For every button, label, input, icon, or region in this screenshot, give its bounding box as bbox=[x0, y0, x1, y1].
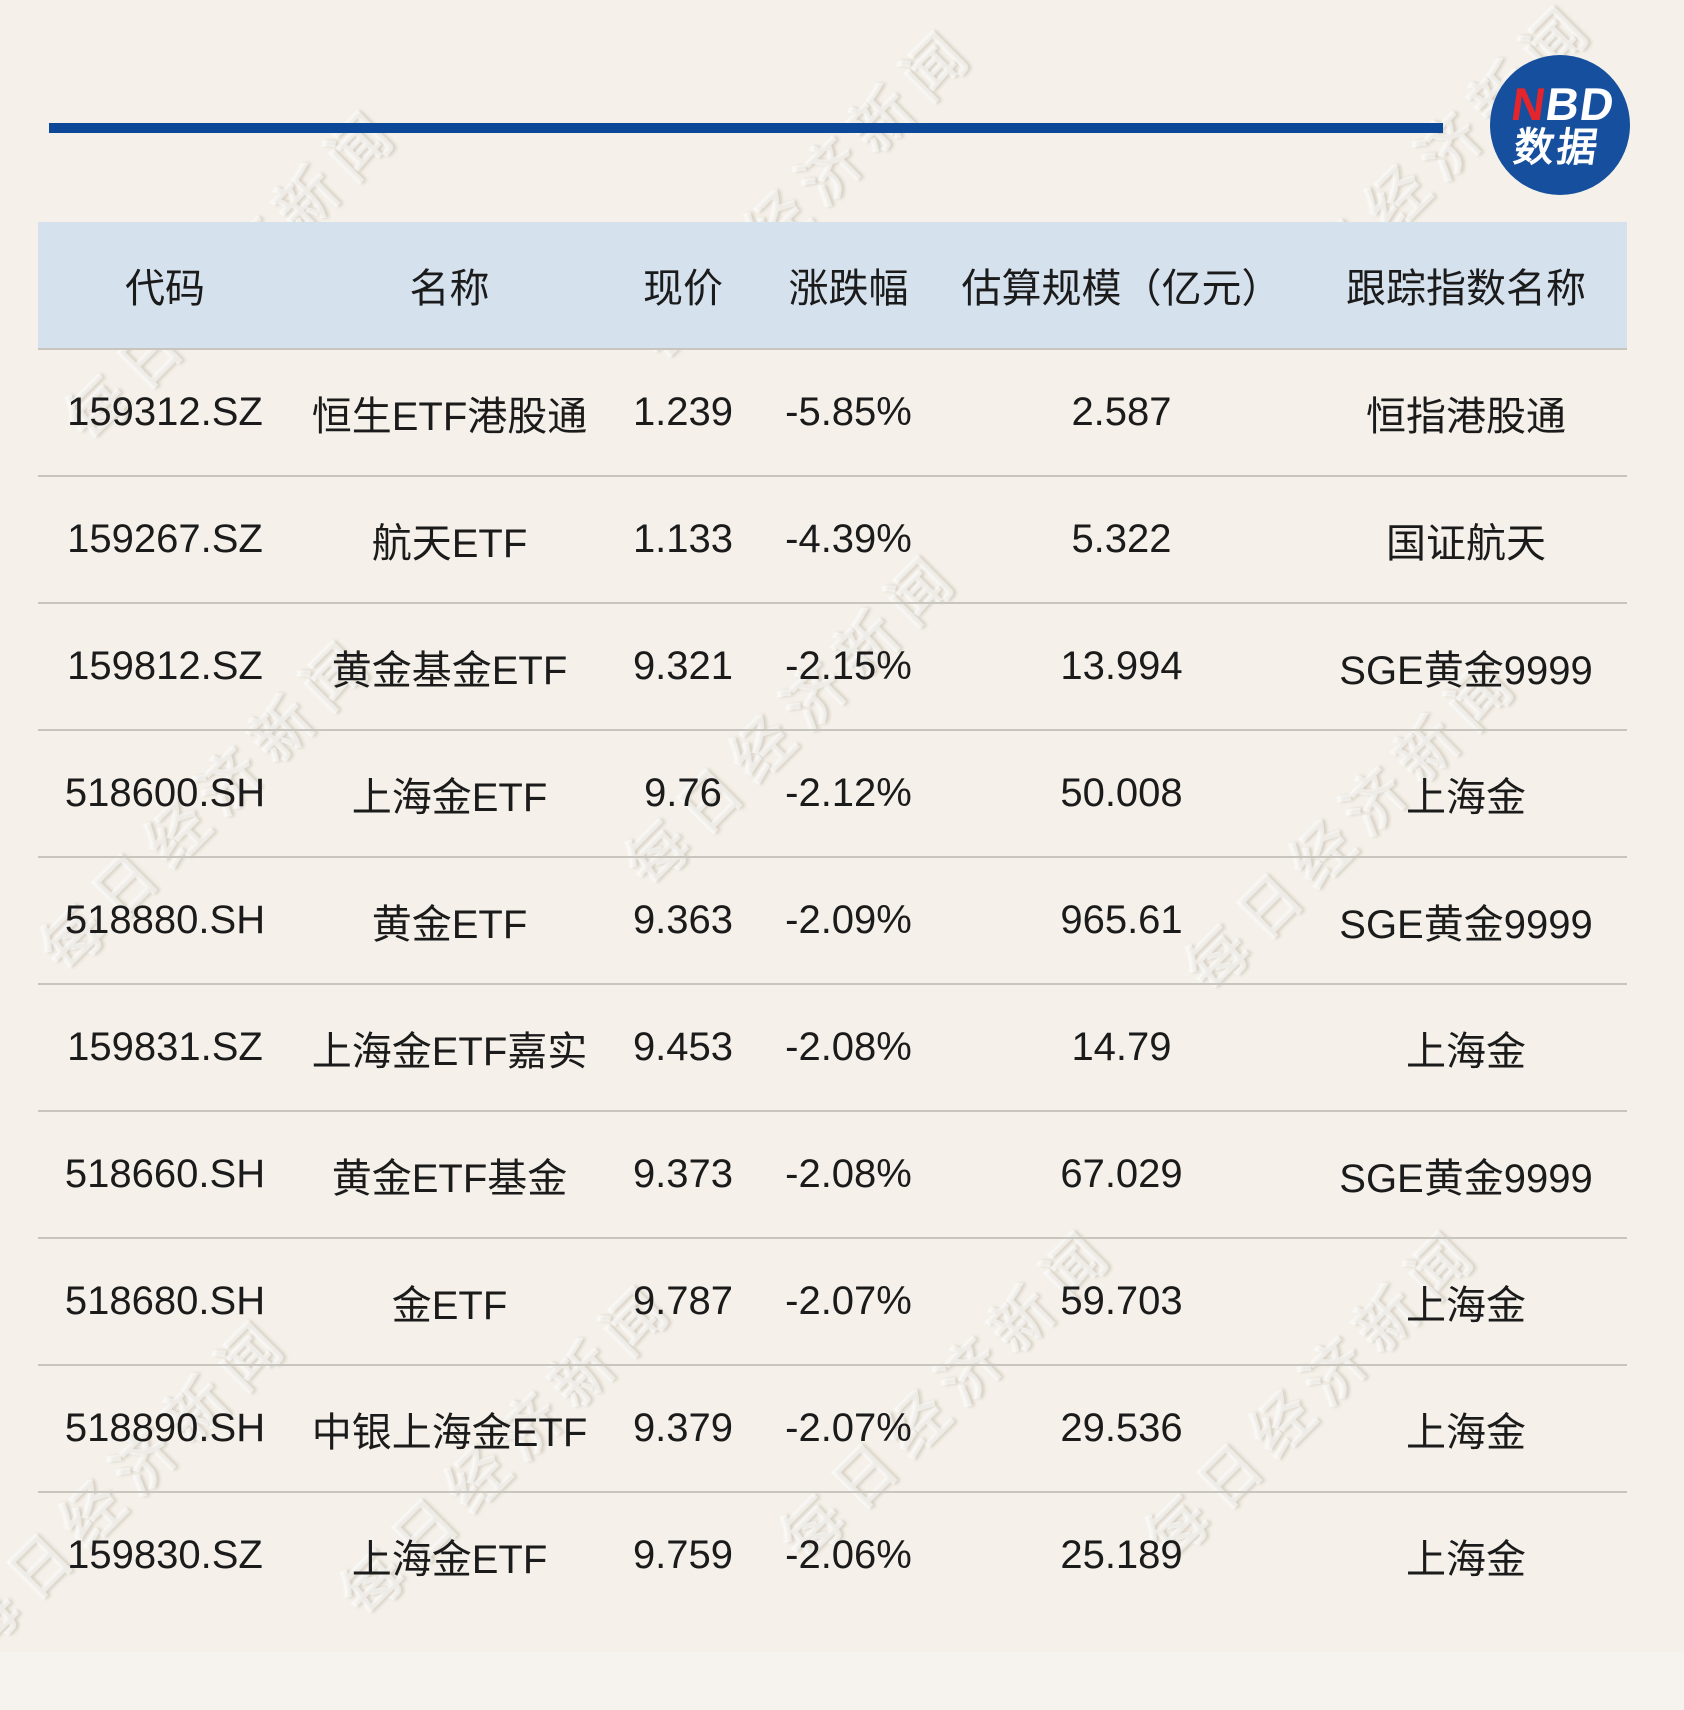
cell-index: 上海金 bbox=[1305, 983, 1627, 1111]
col-header-code: 代码 bbox=[38, 222, 292, 349]
footer-band bbox=[0, 1652, 1684, 1710]
table-header: 代码 名称 现价 涨跌幅 估算规模（亿元） 跟踪指数名称 bbox=[38, 222, 1627, 349]
cell-code: 159312.SZ bbox=[38, 348, 292, 476]
cell-name: 中银上海金ETF bbox=[292, 1364, 607, 1492]
cell-change: -2.08% bbox=[759, 1110, 938, 1238]
cell-price: 9.787 bbox=[607, 1237, 759, 1365]
table-row: 159831.SZ 上海金ETF嘉实 9.453 -2.08% 14.79 上海金 bbox=[38, 983, 1627, 1111]
cell-change: -2.07% bbox=[759, 1237, 938, 1365]
cell-scale: 13.994 bbox=[938, 602, 1305, 730]
col-header-scale: 估算规模（亿元） bbox=[938, 222, 1305, 349]
cell-scale: 2.587 bbox=[938, 348, 1305, 476]
table-row: 518660.SH 黄金ETF基金 9.373 -2.08% 67.029 SGE黄金99… bbox=[38, 1110, 1627, 1238]
cell-change: -2.12% bbox=[759, 729, 938, 857]
cell-scale: 5.322 bbox=[938, 475, 1305, 603]
cell-price: 9.759 bbox=[607, 1491, 759, 1618]
cell-price: 9.379 bbox=[607, 1364, 759, 1492]
cell-index: SGE黄金9999 bbox=[1305, 1110, 1627, 1238]
cell-change: -5.85% bbox=[759, 348, 938, 476]
header-row: 代码 名称 现价 涨跌幅 估算规模（亿元） 跟踪指数名称 bbox=[38, 222, 1627, 349]
cell-index: 上海金 bbox=[1305, 729, 1627, 857]
cell-code: 159830.SZ bbox=[38, 1491, 292, 1618]
table-row: 159312.SZ 恒生ETF港股通 1.239 -5.85% 2.587 恒指港股通 bbox=[38, 348, 1627, 476]
table-row: 159267.SZ 航天ETF 1.133 -4.39% 5.322 国证航天 bbox=[38, 475, 1627, 603]
logo-letters-bd: BD bbox=[1542, 78, 1618, 131]
cell-scale: 29.536 bbox=[938, 1364, 1305, 1492]
logo-nbd-line: NBD bbox=[1508, 78, 1618, 131]
cell-change: -2.08% bbox=[759, 983, 938, 1111]
table-row: 518890.SH 中银上海金ETF 9.379 -2.07% 29.536 上海金 bbox=[38, 1364, 1627, 1492]
col-header-index: 跟踪指数名称 bbox=[1305, 222, 1627, 349]
cell-price: 9.76 bbox=[607, 729, 759, 857]
table-row: 518880.SH 黄金ETF 9.363 -2.09% 965.61 SGE黄金9999 bbox=[38, 856, 1627, 984]
cell-scale: 67.029 bbox=[938, 1110, 1305, 1238]
cell-index: 恒指港股通 bbox=[1305, 348, 1627, 476]
cell-index: 国证航天 bbox=[1305, 475, 1627, 603]
cell-scale: 59.703 bbox=[938, 1237, 1305, 1365]
cell-name: 金ETF bbox=[292, 1237, 607, 1365]
logo-data-line: 数据 bbox=[1510, 126, 1603, 171]
col-header-price: 现价 bbox=[607, 222, 759, 349]
cell-name: 恒生ETF港股通 bbox=[292, 348, 607, 476]
cell-scale: 50.008 bbox=[938, 729, 1305, 857]
table-row: 518680.SH 金ETF 9.787 -2.07% 59.703 上海金 bbox=[38, 1237, 1627, 1365]
table-body: 159312.SZ 恒生ETF港股通 1.239 -5.85% 2.587 恒指港股通 15… bbox=[38, 348, 1627, 1618]
table-row: 159830.SZ 上海金ETF 9.759 -2.06% 25.189 上海金 bbox=[38, 1491, 1627, 1618]
cell-name: 黄金基金ETF bbox=[292, 602, 607, 730]
cell-code: 518680.SH bbox=[38, 1237, 292, 1365]
cell-name: 上海金ETF嘉实 bbox=[292, 983, 607, 1111]
cell-code: 159267.SZ bbox=[38, 475, 292, 603]
cell-price: 9.321 bbox=[607, 602, 759, 730]
nbd-logo-text: NBD 数据 bbox=[1502, 78, 1618, 171]
nbd-logo: NBD 数据 bbox=[1490, 55, 1630, 195]
cell-name: 上海金ETF bbox=[292, 729, 607, 857]
cell-name: 黄金ETF bbox=[292, 856, 607, 984]
cell-index: SGE黄金9999 bbox=[1305, 602, 1627, 730]
cell-scale: 25.189 bbox=[938, 1491, 1305, 1618]
cell-name: 航天ETF bbox=[292, 475, 607, 603]
cell-index: SGE黄金9999 bbox=[1305, 856, 1627, 984]
cell-change: -2.07% bbox=[759, 1364, 938, 1492]
cell-code: 518890.SH bbox=[38, 1364, 292, 1492]
cell-price: 9.363 bbox=[607, 856, 759, 984]
cell-change: -2.06% bbox=[759, 1491, 938, 1618]
cell-change: -2.15% bbox=[759, 602, 938, 730]
cell-name: 黄金ETF基金 bbox=[292, 1110, 607, 1238]
table-row: 518600.SH 上海金ETF 9.76 -2.12% 50.008 上海金 bbox=[38, 729, 1627, 857]
cell-price: 9.373 bbox=[607, 1110, 759, 1238]
cell-code: 159812.SZ bbox=[38, 602, 292, 730]
cell-name: 上海金ETF bbox=[292, 1491, 607, 1618]
cell-index: 上海金 bbox=[1305, 1364, 1627, 1492]
col-header-change: 涨跌幅 bbox=[759, 222, 938, 349]
cell-code: 518880.SH bbox=[38, 856, 292, 984]
cell-index: 上海金 bbox=[1305, 1491, 1627, 1618]
header-accent-line bbox=[49, 123, 1443, 133]
cell-price: 1.239 bbox=[607, 348, 759, 476]
etf-table: 代码 名称 现价 涨跌幅 估算规模（亿元） 跟踪指数名称 159312.SZ 恒生… bbox=[38, 222, 1627, 1618]
cell-change: -2.09% bbox=[759, 856, 938, 984]
cell-index: 上海金 bbox=[1305, 1237, 1627, 1365]
cell-price: 9.453 bbox=[607, 983, 759, 1111]
cell-change: -4.39% bbox=[759, 475, 938, 603]
cell-code: 518600.SH bbox=[38, 729, 292, 857]
col-header-name: 名称 bbox=[292, 222, 607, 349]
cell-code: 159831.SZ bbox=[38, 983, 292, 1111]
cell-code: 518660.SH bbox=[38, 1110, 292, 1238]
cell-price: 1.133 bbox=[607, 475, 759, 603]
table-row: 159812.SZ 黄金基金ETF 9.321 -2.15% 13.994 SGE黄金99… bbox=[38, 602, 1627, 730]
cell-scale: 14.79 bbox=[938, 983, 1305, 1111]
cell-scale: 965.61 bbox=[938, 856, 1305, 984]
